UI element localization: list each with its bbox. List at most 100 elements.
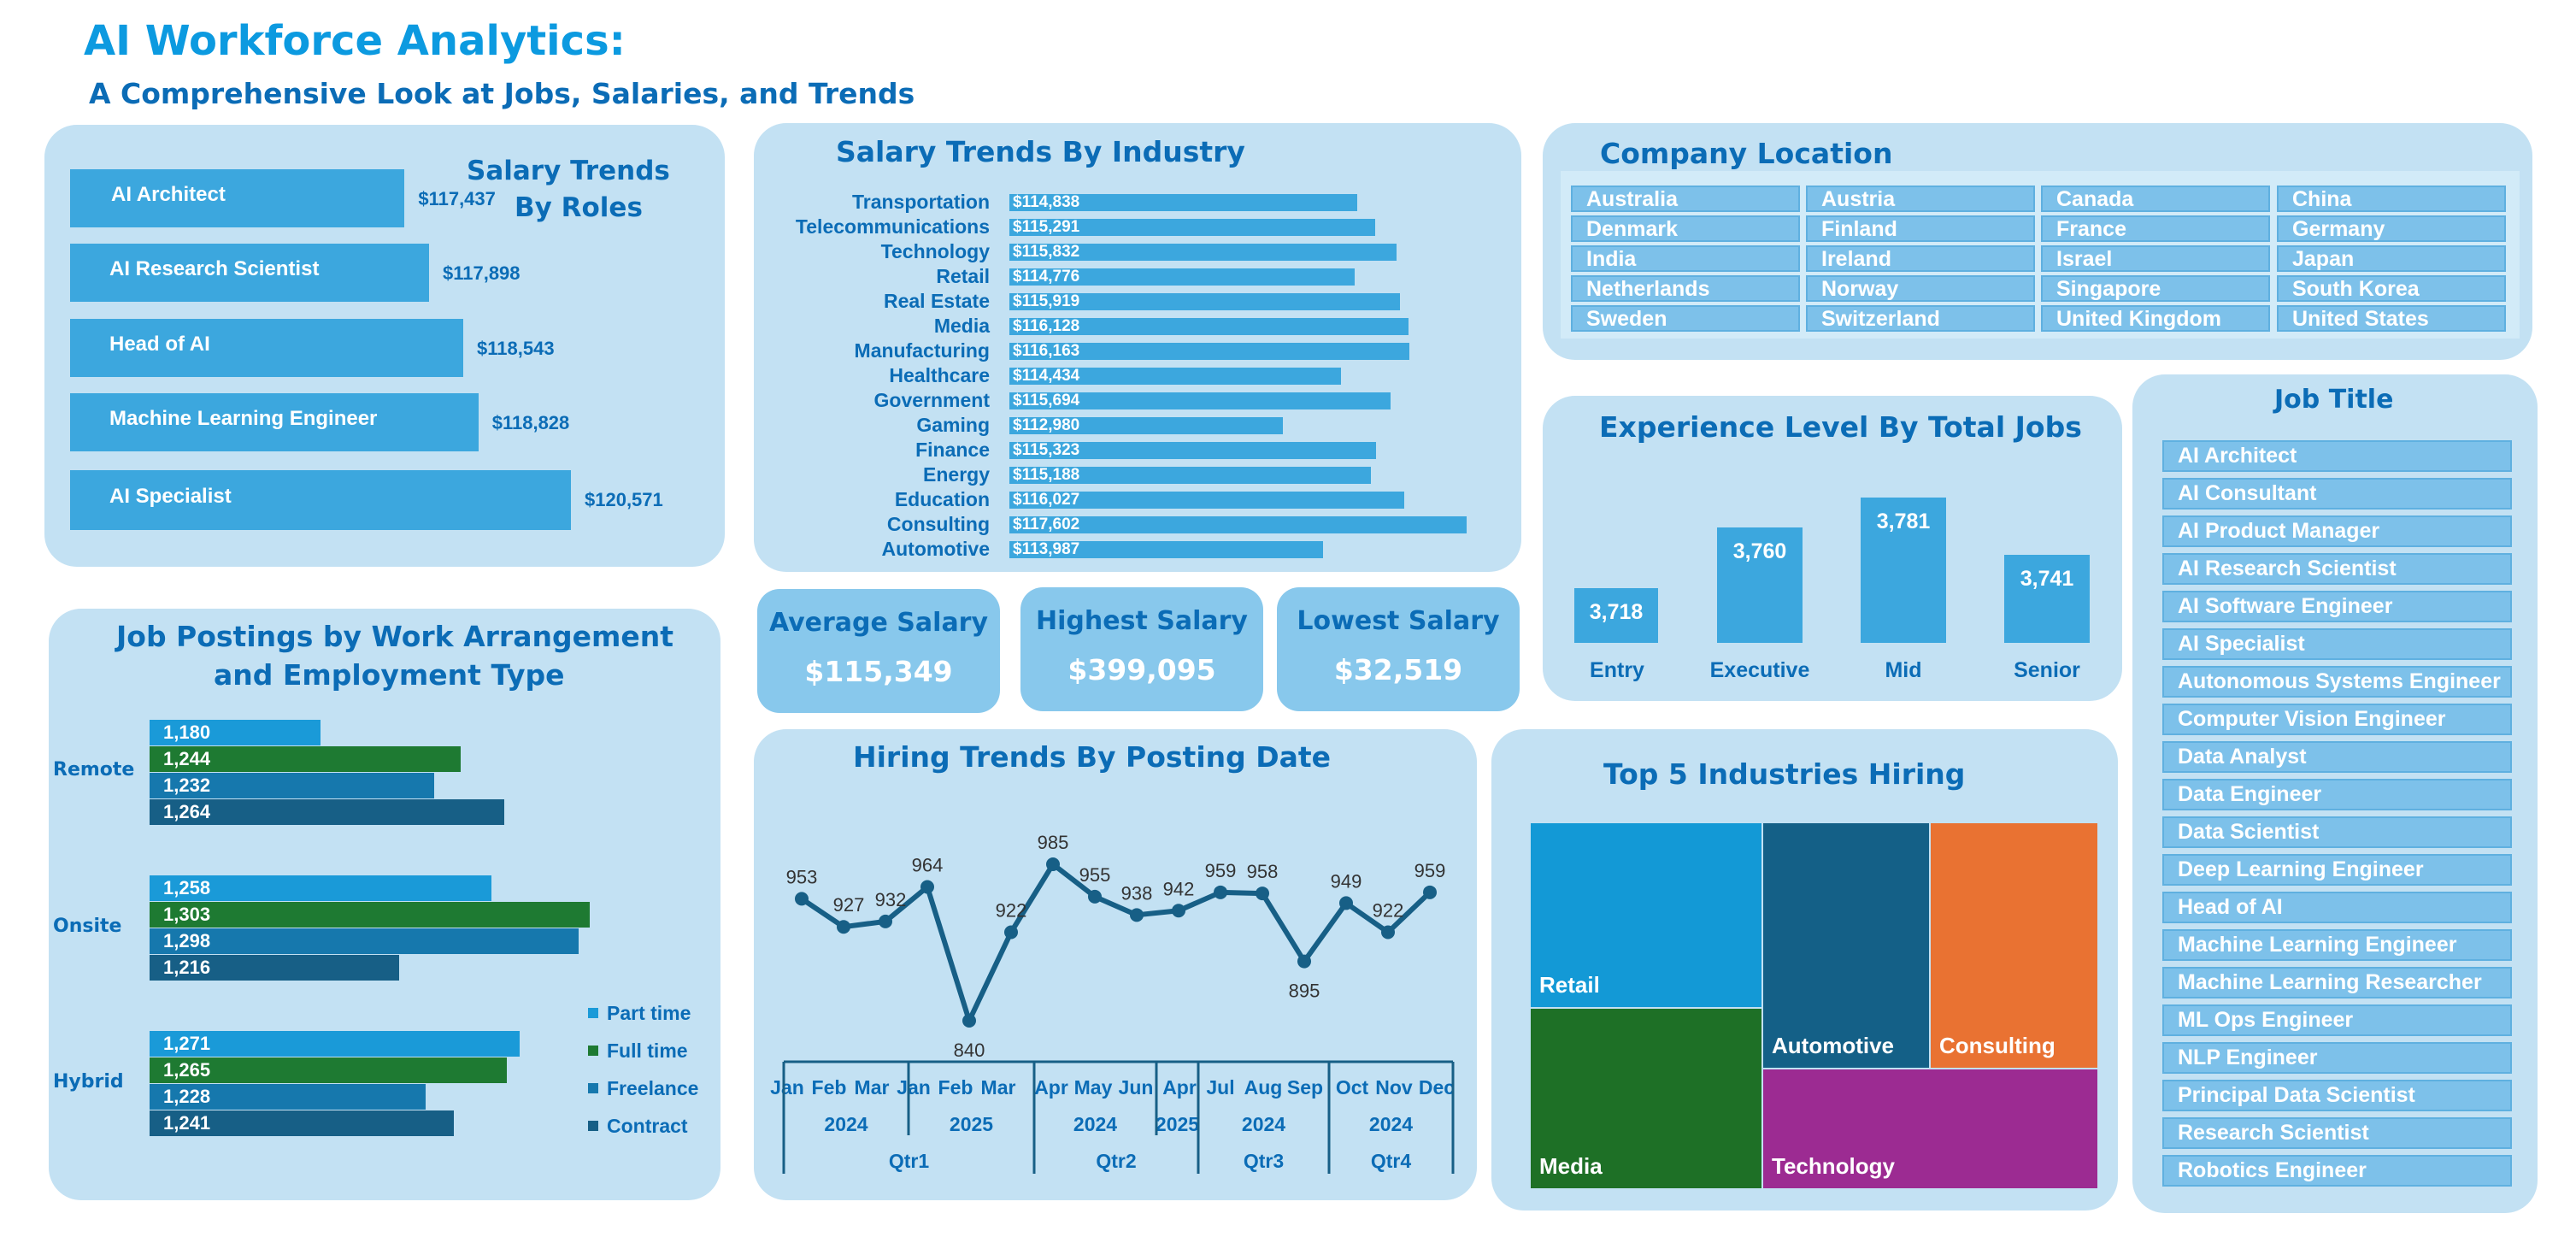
work-bar[interactable]: 1,271: [150, 1031, 520, 1057]
industry-bar[interactable]: $115,291: [1009, 219, 1375, 236]
role-bar[interactable]: Machine Learning Engineer: [70, 393, 479, 451]
experience-bar[interactable]: 3,741: [2004, 555, 2090, 643]
location-option[interactable]: Japan: [2277, 245, 2506, 272]
hiring-trend-point[interactable]: [837, 920, 850, 934]
industry-bar[interactable]: $115,832: [1009, 244, 1397, 261]
location-option[interactable]: Sweden: [1571, 305, 1800, 332]
industry-bar[interactable]: $113,987: [1009, 541, 1324, 558]
work-bar[interactable]: 1,258: [150, 875, 491, 901]
hiring-trend-point[interactable]: [920, 880, 934, 894]
work-bar[interactable]: 1,180: [150, 720, 321, 745]
job-title-option[interactable]: AI Specialist: [2162, 628, 2512, 660]
location-option[interactable]: United States: [2277, 305, 2506, 332]
location-option[interactable]: Canada: [2041, 186, 2270, 212]
location-option[interactable]: Finland: [1806, 215, 2035, 242]
work-bar[interactable]: 1,265: [150, 1057, 507, 1083]
hiring-trend-point[interactable]: [1297, 954, 1311, 969]
location-option[interactable]: France: [2041, 215, 2270, 242]
job-title-option[interactable]: AI Product Manager: [2162, 515, 2512, 547]
location-option[interactable]: China: [2277, 186, 2506, 212]
location-option[interactable]: Germany: [2277, 215, 2506, 242]
treemap-tile[interactable]: Consulting: [1931, 823, 2097, 1068]
hiring-trend-point[interactable]: [795, 892, 809, 906]
treemap-tile[interactable]: Automotive: [1763, 823, 1929, 1068]
industry-bar[interactable]: $116,163: [1009, 343, 1410, 360]
industry-bar[interactable]: $115,323: [1009, 442, 1377, 459]
hiring-trend-point[interactable]: [879, 914, 892, 928]
location-option[interactable]: United Kingdom: [2041, 305, 2270, 332]
location-option[interactable]: Norway: [1806, 275, 2035, 302]
hiring-trend-point[interactable]: [1256, 887, 1269, 901]
hiring-trend-point[interactable]: [1088, 889, 1102, 904]
hiring-trend-point[interactable]: [1339, 896, 1353, 910]
work-bar[interactable]: 1,264: [150, 799, 505, 825]
location-option[interactable]: India: [1571, 245, 1800, 272]
location-option[interactable]: Australia: [1571, 186, 1800, 212]
industry-bar[interactable]: $114,434: [1009, 368, 1341, 385]
experience-bar[interactable]: 3,781: [1861, 498, 1946, 643]
location-option[interactable]: Singapore: [2041, 275, 2270, 302]
location-option[interactable]: Switzerland: [1806, 305, 2035, 332]
job-title-option[interactable]: Data Analyst: [2162, 741, 2512, 773]
legend-item[interactable]: Contract: [588, 1115, 688, 1137]
legend-item[interactable]: Part time: [588, 1002, 691, 1024]
location-option[interactable]: Israel: [2041, 245, 2270, 272]
job-title-option[interactable]: Deep Learning Engineer: [2162, 854, 2512, 886]
hiring-trend-point[interactable]: [1130, 908, 1144, 922]
job-title-option[interactable]: AI Consultant: [2162, 478, 2512, 510]
job-title-option[interactable]: Data Scientist: [2162, 816, 2512, 848]
experience-bar[interactable]: 3,718: [1574, 588, 1658, 643]
work-bar[interactable]: 1,298: [150, 928, 579, 954]
experience-bar[interactable]: 3,760: [1717, 527, 1803, 643]
hiring-trend-point[interactable]: [1046, 857, 1060, 871]
work-bar[interactable]: 1,241: [150, 1110, 455, 1136]
job-title-option[interactable]: Autonomous Systems Engineer: [2162, 666, 2512, 698]
role-bar[interactable]: AI Research Scientist: [70, 244, 429, 302]
location-option[interactable]: Ireland: [1806, 245, 2035, 272]
work-bar[interactable]: 1,216: [150, 955, 400, 981]
location-option[interactable]: South Korea: [2277, 275, 2506, 302]
location-option[interactable]: Netherlands: [1571, 275, 1800, 302]
industry-bar[interactable]: $114,776: [1009, 268, 1355, 286]
industry-bar[interactable]: $112,980: [1009, 417, 1284, 434]
job-title-option[interactable]: AI Architect: [2162, 440, 2512, 472]
industry-bar[interactable]: $114,838: [1009, 194, 1357, 211]
industry-bar[interactable]: $117,602: [1009, 516, 1467, 533]
role-bar[interactable]: Head of AI: [70, 319, 464, 377]
job-title-option[interactable]: AI Software Engineer: [2162, 591, 2512, 622]
industry-bar[interactable]: $116,128: [1009, 318, 1409, 335]
hiring-trend-point[interactable]: [1172, 904, 1185, 918]
location-option[interactable]: Denmark: [1571, 215, 1800, 242]
job-title-option[interactable]: Principal Data Scientist: [2162, 1080, 2512, 1111]
legend-item[interactable]: Full time: [588, 1040, 688, 1062]
treemap-tile[interactable]: Technology: [1763, 1069, 2097, 1188]
role-bar[interactable]: AI Architect: [70, 169, 405, 227]
job-title-option[interactable]: Computer Vision Engineer: [2162, 704, 2512, 735]
industry-bar[interactable]: $115,188: [1009, 467, 1371, 484]
job-title-option[interactable]: NLP Engineer: [2162, 1042, 2512, 1074]
role-bar[interactable]: AI Specialist: [70, 470, 571, 530]
location-option[interactable]: Austria: [1806, 186, 2035, 212]
job-title-option[interactable]: Data Engineer: [2162, 779, 2512, 810]
hiring-trend-point[interactable]: [962, 1014, 976, 1028]
hiring-trend-point[interactable]: [1004, 925, 1018, 940]
job-title-option[interactable]: Machine Learning Researcher: [2162, 967, 2512, 998]
job-title-option[interactable]: ML Ops Engineer: [2162, 1004, 2512, 1036]
industry-bar[interactable]: $115,694: [1009, 392, 1391, 409]
hiring-trend-point[interactable]: [1423, 885, 1437, 899]
industry-bar[interactable]: $115,919: [1009, 293, 1400, 310]
job-title-option[interactable]: Robotics Engineer: [2162, 1155, 2512, 1187]
work-bar[interactable]: 1,303: [150, 902, 590, 928]
work-bar[interactable]: 1,232: [150, 773, 435, 798]
industry-bar[interactable]: $116,027: [1009, 492, 1404, 509]
treemap-tile[interactable]: Media: [1531, 1009, 1761, 1188]
job-title-option[interactable]: Machine Learning Engineer: [2162, 929, 2512, 961]
job-title-option[interactable]: Head of AI: [2162, 892, 2512, 923]
hiring-trend-point[interactable]: [1381, 925, 1395, 940]
job-title-option[interactable]: Research Scientist: [2162, 1117, 2512, 1149]
hiring-trend-point[interactable]: [1214, 885, 1227, 899]
job-title-option[interactable]: AI Research Scientist: [2162, 553, 2512, 585]
treemap-tile[interactable]: Retail: [1531, 823, 1761, 1007]
legend-item[interactable]: Freelance: [588, 1077, 698, 1099]
work-bar[interactable]: 1,228: [150, 1084, 426, 1110]
